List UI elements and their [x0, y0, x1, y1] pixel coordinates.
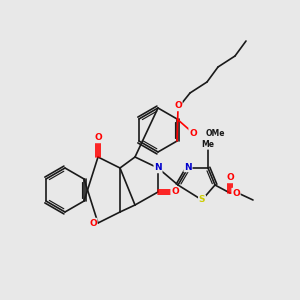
- Text: O: O: [94, 134, 102, 142]
- Text: S: S: [199, 196, 205, 205]
- Text: Me: Me: [202, 140, 214, 149]
- Text: OMe: OMe: [206, 128, 226, 137]
- Text: O: O: [189, 128, 197, 137]
- Text: O: O: [226, 173, 234, 182]
- Text: O: O: [89, 218, 97, 227]
- Text: N: N: [154, 164, 162, 172]
- Text: O: O: [171, 188, 179, 196]
- Text: O: O: [232, 188, 240, 197]
- Text: O: O: [174, 101, 182, 110]
- Text: N: N: [184, 163, 192, 172]
